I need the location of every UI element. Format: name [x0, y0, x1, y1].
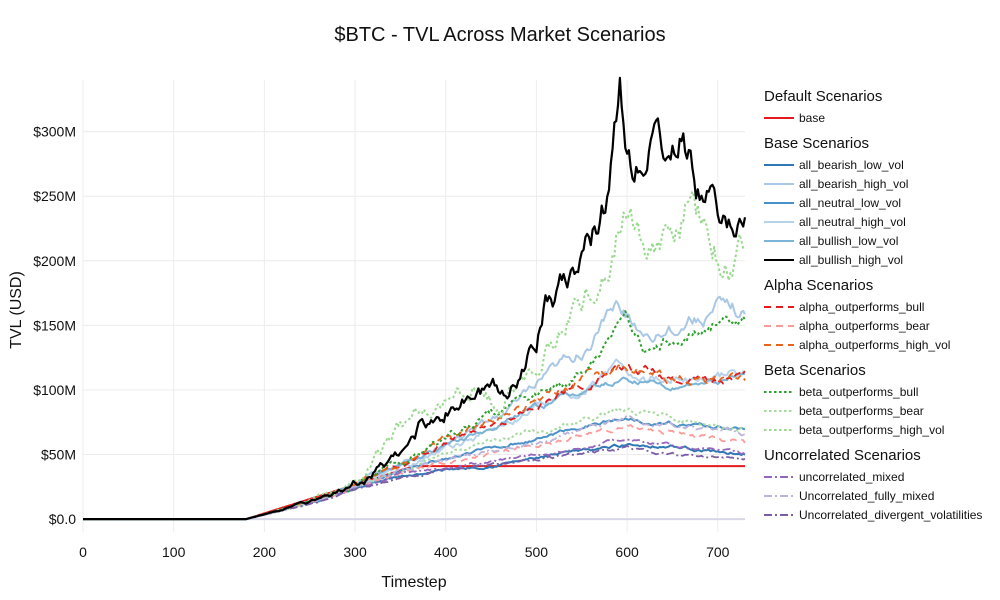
legend-item[interactable]: uncorrelated_mixed: [764, 467, 996, 486]
legend-swatch: [764, 409, 794, 412]
y-axis-ticks: $0.0 $50M $100M $150M $200M $250M $300M: [33, 124, 76, 527]
legend-item[interactable]: all_bearish_high_vol: [764, 174, 996, 193]
legend-swatch: [764, 475, 794, 478]
x-tick-label: 200: [253, 544, 277, 560]
legend-swatch: [764, 494, 794, 497]
legend-label: all_bearish_high_vol: [799, 176, 909, 191]
y-tick-label: $250M: [33, 188, 76, 204]
chart-title: $BTC - TVL Across Market Scenarios: [334, 24, 666, 46]
legend-item[interactable]: alpha_outperforms_bull: [764, 297, 996, 316]
legend-item[interactable]: alpha_outperforms_bear: [764, 316, 996, 335]
legend-swatch: [764, 116, 794, 119]
y-tick-label: $0.0: [49, 511, 76, 527]
legend-item[interactable]: beta_outperforms_bull: [764, 382, 996, 401]
series-line-all_neutral_high_vol: [83, 358, 746, 521]
legend-item[interactable]: base: [764, 108, 996, 127]
legend-label: all_bullish_high_vol: [799, 252, 904, 267]
legend-group-title: Beta Scenarios: [764, 362, 866, 379]
series-line-all_neutral_low_vol: [83, 417, 746, 521]
legend-swatch: [764, 201, 794, 204]
legend-item[interactable]: alpha_outperforms_high_vol: [764, 335, 996, 354]
legend-label: all_neutral_low_vol: [799, 195, 902, 210]
legend-group-title: Default Scenarios: [764, 88, 883, 105]
legend-item[interactable]: beta_outperforms_high_vol: [764, 420, 996, 439]
legend-swatch: [764, 239, 794, 242]
legend-swatch: [764, 390, 794, 393]
x-axis-title: Timestep: [381, 574, 446, 591]
legend-swatch: [764, 220, 794, 223]
series-line-Uncorrelated_divergent_volatilities: [83, 444, 746, 520]
legend-item[interactable]: all_neutral_low_vol: [764, 193, 996, 212]
x-tick-label: 300: [343, 544, 367, 560]
legend-group-title: Alpha Scenarios: [764, 277, 874, 294]
legend-swatch: [764, 163, 794, 166]
legend-swatch: [764, 324, 794, 327]
legend-label: base: [799, 110, 826, 125]
legend-label: uncorrelated_mixed: [799, 469, 905, 484]
legend-label: all_bullish_low_vol: [799, 233, 899, 248]
series-line-alpha_outperforms_bull: [83, 363, 746, 520]
series-line-all_bullish_high_vol: [83, 76, 747, 521]
legend-label: alpha_outperforms_bull: [799, 299, 925, 314]
legend-swatch: [764, 305, 794, 308]
x-axis-ticks: 0 100 200 300 400 500 600 700: [79, 544, 730, 560]
y-tick-label: $200M: [33, 253, 76, 269]
legend-label: all_bearish_low_vol: [799, 157, 904, 172]
legend-swatch: [764, 182, 794, 185]
x-tick-label: 600: [615, 544, 639, 560]
series-line-beta_outperforms_bull: [83, 310, 746, 521]
x-tick-label: 100: [162, 544, 186, 560]
legend-item[interactable]: Uncorrelated_divergent_volatilities: [764, 505, 996, 524]
legend-item[interactable]: all_bearish_low_vol: [764, 155, 996, 174]
y-axis-title: TVL (USD): [8, 271, 25, 349]
legend-group-title: Uncorrelated Scenarios: [764, 447, 921, 464]
legend-item[interactable]: all_bullish_high_vol: [764, 250, 996, 269]
y-tick-label: $100M: [33, 382, 76, 398]
x-tick-label: 400: [434, 544, 458, 560]
legend-label: alpha_outperforms_high_vol: [799, 337, 951, 352]
series-line-alpha_outperforms_high_vol: [83, 362, 746, 520]
legend-swatch: [764, 258, 794, 261]
series-layer: [83, 76, 747, 521]
series-line-uncorrelated_mixed: [83, 438, 746, 520]
legend-label: Uncorrelated_divergent_volatilities: [799, 507, 983, 522]
x-tick-label: 0: [79, 544, 87, 560]
legend-label: beta_outperforms_bear: [799, 403, 924, 418]
legend-label: beta_outperforms_bull: [799, 384, 919, 399]
y-tick-label: $50M: [41, 447, 76, 463]
legend-swatch: [764, 513, 794, 516]
legend-item[interactable]: all_bullish_low_vol: [764, 231, 996, 250]
legend-label: all_neutral_high_vol: [799, 214, 906, 229]
legend-item[interactable]: Uncorrelated_fully_mixed: [764, 486, 996, 505]
y-tick-label: $150M: [33, 317, 76, 333]
legend: Default Scenarios base Base Scenarios all_b…: [764, 88, 996, 524]
legend-label: Uncorrelated_fully_mixed: [799, 488, 935, 503]
legend-item[interactable]: beta_outperforms_bear: [764, 401, 996, 420]
legend-item[interactable]: all_neutral_high_vol: [764, 212, 996, 231]
legend-swatch: [764, 343, 794, 346]
legend-label: beta_outperforms_high_vol: [799, 422, 945, 437]
x-tick-label: 700: [706, 544, 730, 560]
legend-label: alpha_outperforms_bear: [799, 318, 930, 333]
x-tick-label: 500: [525, 544, 549, 560]
legend-group-title: Base Scenarios: [764, 135, 870, 152]
series-line-all_bearish_high_vol: [83, 295, 746, 521]
y-tick-label: $300M: [33, 124, 76, 140]
series-line-Uncorrelated_fully_mixed: [83, 414, 746, 520]
legend-swatch: [764, 428, 794, 431]
